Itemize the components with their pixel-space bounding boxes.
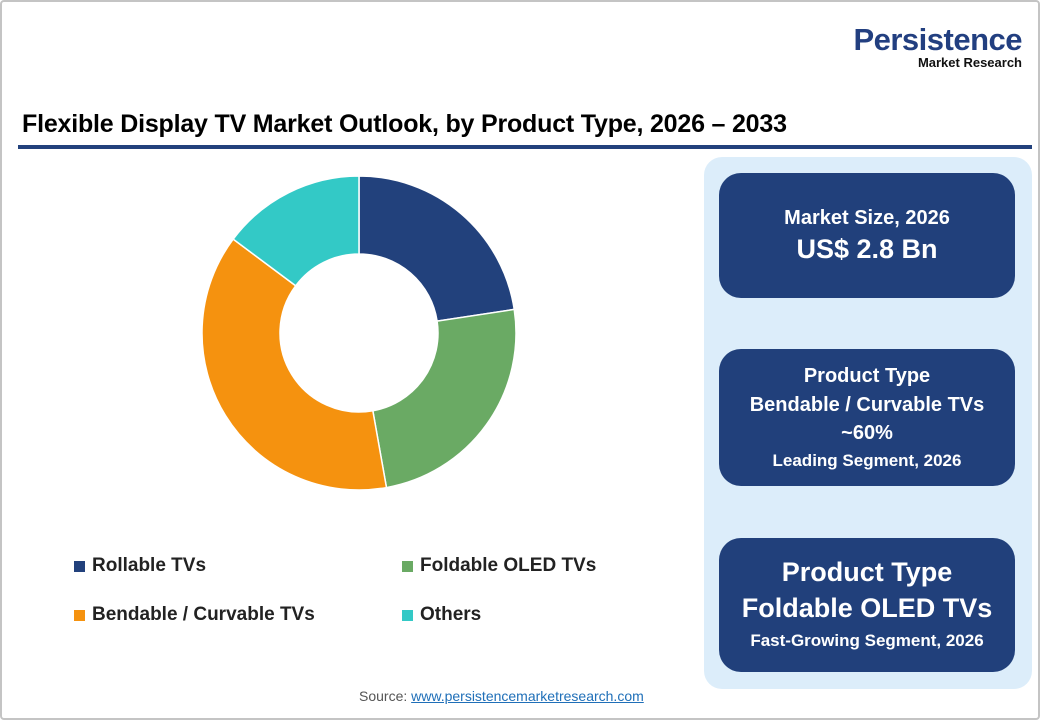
donut-chart <box>201 175 517 491</box>
legend-item-foldable: Foldable OLED TVs <box>402 555 596 577</box>
legend-label: Foldable OLED TVs <box>420 555 597 576</box>
source-note: Source: www.persistencemarketresearch.co… <box>359 688 644 704</box>
card-label: Product Type <box>803 364 931 387</box>
logo-subtitle: Market Research <box>917 55 1022 70</box>
title-divider <box>18 145 1032 149</box>
legend-label: Bendable / Curvable TVs <box>92 604 315 625</box>
card-label: Product Type <box>781 557 953 587</box>
logo-name: Persistence <box>853 22 1022 57</box>
source-label: Source: <box>359 688 408 704</box>
card-value: US$ 2.8 Bn <box>796 233 938 264</box>
legend-label: Others <box>420 604 482 625</box>
legend-swatch <box>74 560 85 572</box>
card-caption: Fast-Growing Segment, 2026 <box>750 631 984 650</box>
legend-swatch <box>402 609 413 621</box>
legend-swatch <box>402 560 413 572</box>
donut-slice-others <box>232 175 360 287</box>
source-link[interactable]: www.persistencemarketresearch.com <box>411 688 644 704</box>
card-segment: Bendable / Curvable TVs <box>749 393 985 416</box>
donut-slice-rollable-tvs <box>358 175 516 322</box>
market-size-card: Market Size, 2026 US$ 2.8 Bn <box>719 173 1015 298</box>
logo: Persistence Market Research <box>853 24 1022 70</box>
legend-swatch <box>74 609 85 621</box>
legend-item-others: Others <box>402 604 481 626</box>
legend-item-rollable: Rollable TVs <box>74 555 206 577</box>
card-label: Market Size, 2026 <box>784 206 950 229</box>
card-segment: Foldable OLED TVs <box>741 593 993 623</box>
card-value: ~60% <box>841 421 893 444</box>
donut-slice-foldable-oled-tvs <box>371 308 517 489</box>
legend-label: Rollable TVs <box>92 555 207 576</box>
chart-title: Flexible Display TV Market Outlook, by P… <box>22 110 787 138</box>
card-caption: Leading Segment, 2026 <box>772 450 962 470</box>
fast-growing-card: Product Type Foldable OLED TVs Fast-Grow… <box>719 538 1015 672</box>
legend-item-bendable: Bendable / Curvable TVs <box>74 604 315 626</box>
donut-slice-bendable-curvable-tvs <box>201 238 388 491</box>
leading-segment-card: Product Type Bendable / Curvable TVs ~60… <box>719 349 1015 486</box>
